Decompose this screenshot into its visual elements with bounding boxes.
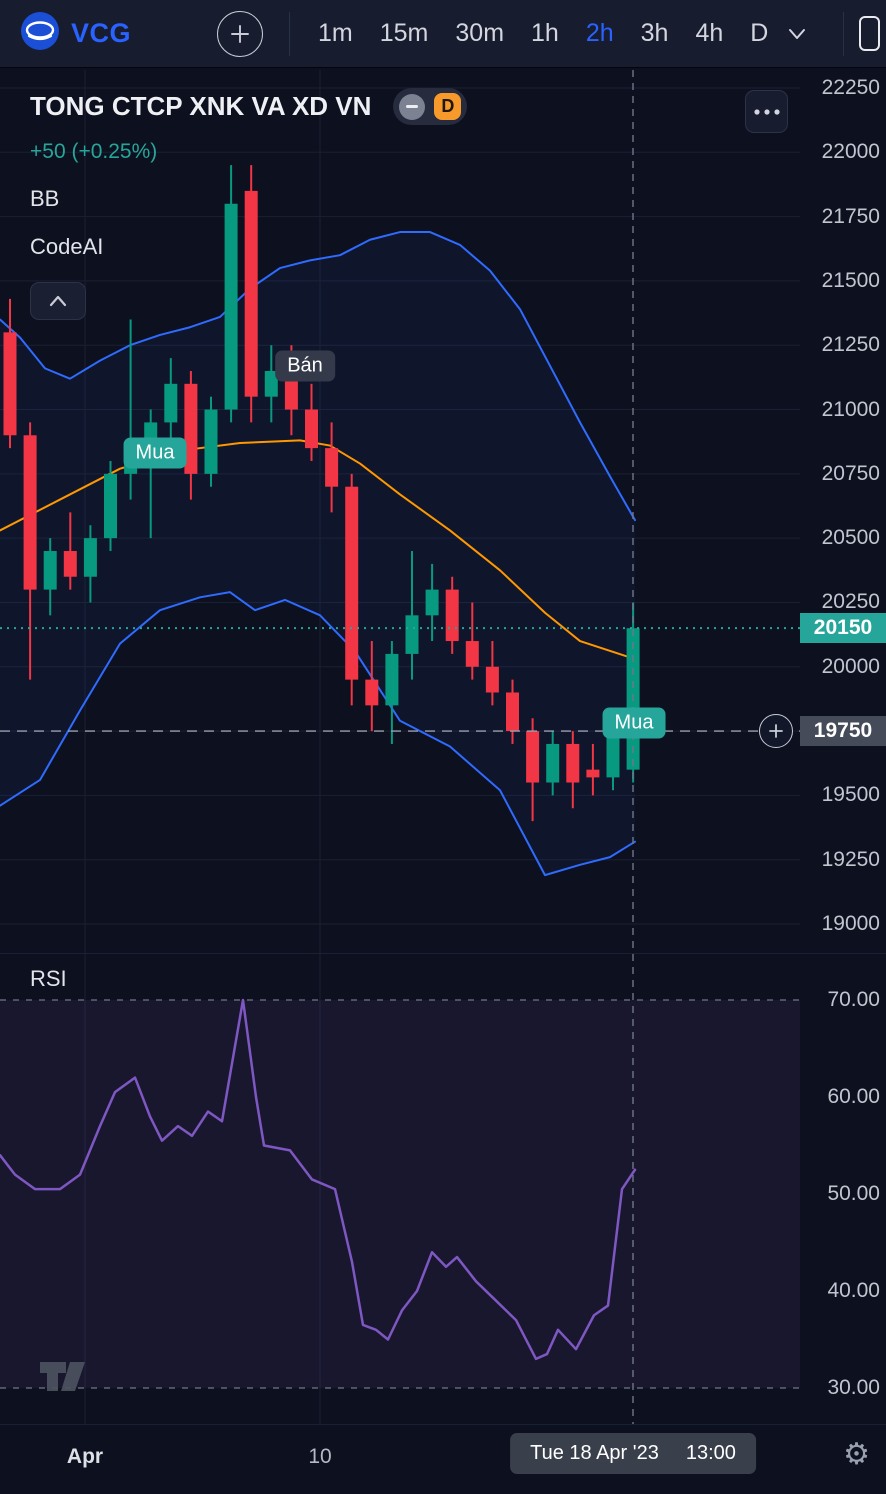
timeframe-expand-button[interactable] — [788, 28, 806, 40]
current-price-label: 20150 — [800, 613, 886, 644]
price-tick-label: 21000 — [821, 397, 880, 421]
price-tick-label: 19000 — [821, 912, 880, 935]
signal-badge-sell: Bán — [275, 350, 335, 382]
add-symbol-button[interactable] — [217, 10, 264, 57]
price-tick-label: 20500 — [821, 526, 880, 550]
crosshair-time-badge: Tue 18 Apr '23 13:00 — [510, 1433, 756, 1474]
timeframe-3h[interactable]: 3h — [640, 19, 669, 47]
indicator-label-bb[interactable]: BB — [30, 186, 60, 211]
timeframe-30m[interactable]: 30m — [455, 19, 505, 47]
toolbar-divider-right — [843, 11, 844, 56]
indicator-label-codeai[interactable]: CodeAI — [30, 234, 104, 259]
timeframe-15m[interactable]: 15m — [379, 19, 429, 47]
price-tick-label: 22250 — [821, 76, 880, 99]
rsi-tick-label: 60.00 — [827, 1085, 880, 1108]
price-tick-label: 20750 — [821, 461, 880, 485]
price-tick-label: 19500 — [821, 783, 880, 807]
tradingview-logo[interactable] — [38, 1356, 96, 1401]
ellipsis-icon — [753, 108, 780, 115]
price-tick-label: 21250 — [821, 333, 880, 357]
toolbar-divider — [289, 11, 291, 56]
panel-separator — [0, 953, 886, 954]
price-change-text: +50 (+0.25%) — [30, 140, 158, 163]
timeframe-1m[interactable]: 1m — [318, 19, 353, 47]
rsi-tick-label: 40.00 — [827, 1279, 880, 1302]
symbol-title[interactable]: TONG CTCP XNK VA XD VN — [30, 91, 372, 121]
add-alert-button[interactable] — [759, 714, 793, 749]
interval-badge[interactable]: D — [434, 93, 462, 120]
plus-icon — [231, 24, 249, 43]
price-tick-label: 21500 — [821, 268, 880, 292]
chevron-up-icon — [49, 295, 67, 307]
vcg-logo-icon — [20, 11, 60, 56]
chart-legend: TONG CTCP XNK VA XD VN D +50 (+0.25%) BB… — [30, 88, 468, 320]
price-tick-label: 19250 — [821, 847, 880, 871]
crosshair-date: Tue 18 Apr '23 — [530, 1442, 659, 1464]
timeframe-4h[interactable]: 4h — [695, 19, 724, 47]
settings-gear-icon[interactable]: ⚙ — [843, 1437, 870, 1472]
timeframe-selector: 1m 15m 30m 1h 2h 3h 4h D — [318, 19, 768, 48]
crosshair-time: 13:00 — [685, 1442, 736, 1464]
time-axis[interactable]: Apr 10 Tue 18 Apr '23 13:00 ⚙ — [0, 1424, 886, 1494]
crosshair-price-label: 19750 — [800, 716, 886, 747]
signal-badge-buy: Mua — [602, 707, 666, 739]
time-axis-label: Apr — [66, 1445, 104, 1468]
timeframe-1h[interactable]: 1h — [531, 19, 559, 47]
timeframe-d[interactable]: D — [750, 19, 769, 47]
signal-badge-buy: Mua — [123, 437, 187, 469]
rsi-tick-label: 30.00 — [827, 1376, 880, 1399]
price-tick-label: 20250 — [821, 590, 880, 614]
timeframe-2h[interactable]: 2h — [585, 19, 614, 47]
time-axis-label: 10 — [308, 1445, 332, 1468]
symbol-button[interactable]: VCG — [20, 11, 131, 56]
price-tick-label: 22000 — [821, 140, 880, 164]
more-options-button[interactable] — [745, 90, 788, 133]
collapse-legend-button[interactable] — [30, 282, 86, 320]
price-tick-label: 21750 — [821, 204, 880, 228]
legend-controls: D — [393, 88, 468, 125]
symbol-name: VCG — [71, 18, 132, 48]
rsi-tick-label: 70.00 — [827, 988, 880, 1011]
rsi-tick-label: 50.00 — [827, 1182, 880, 1205]
price-tick-label: 20000 — [821, 654, 880, 678]
top-toolbar: VCG 1m 15m 30m 1h 2h 3h 4h D — [0, 0, 886, 68]
visibility-toggle-icon[interactable] — [399, 93, 426, 120]
device-frame-icon — [859, 16, 880, 51]
plus-icon — [769, 724, 783, 738]
chevron-down-icon — [789, 28, 806, 39]
indicator-label-rsi[interactable]: RSI — [30, 966, 67, 991]
